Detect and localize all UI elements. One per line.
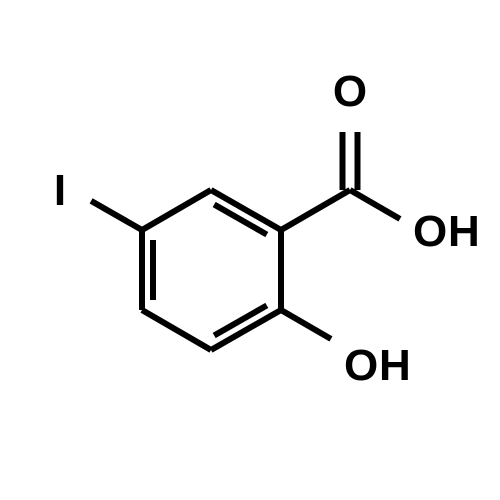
atom-label: H: [379, 341, 411, 390]
atom-label: O: [333, 67, 367, 116]
atom-label: O: [413, 207, 447, 256]
bond: [281, 190, 350, 230]
bond: [350, 190, 400, 219]
atom-label: H: [448, 207, 480, 256]
atom-labels-layer: IOOHOH: [54, 67, 480, 390]
atom-label: I: [54, 166, 66, 215]
bond: [142, 310, 211, 350]
bond: [281, 310, 331, 339]
bond: [91, 201, 142, 230]
bonds-layer: [91, 132, 400, 350]
molecule-diagram: IOOHOH: [0, 0, 500, 500]
atom-label: O: [344, 341, 378, 390]
bond: [142, 190, 211, 230]
